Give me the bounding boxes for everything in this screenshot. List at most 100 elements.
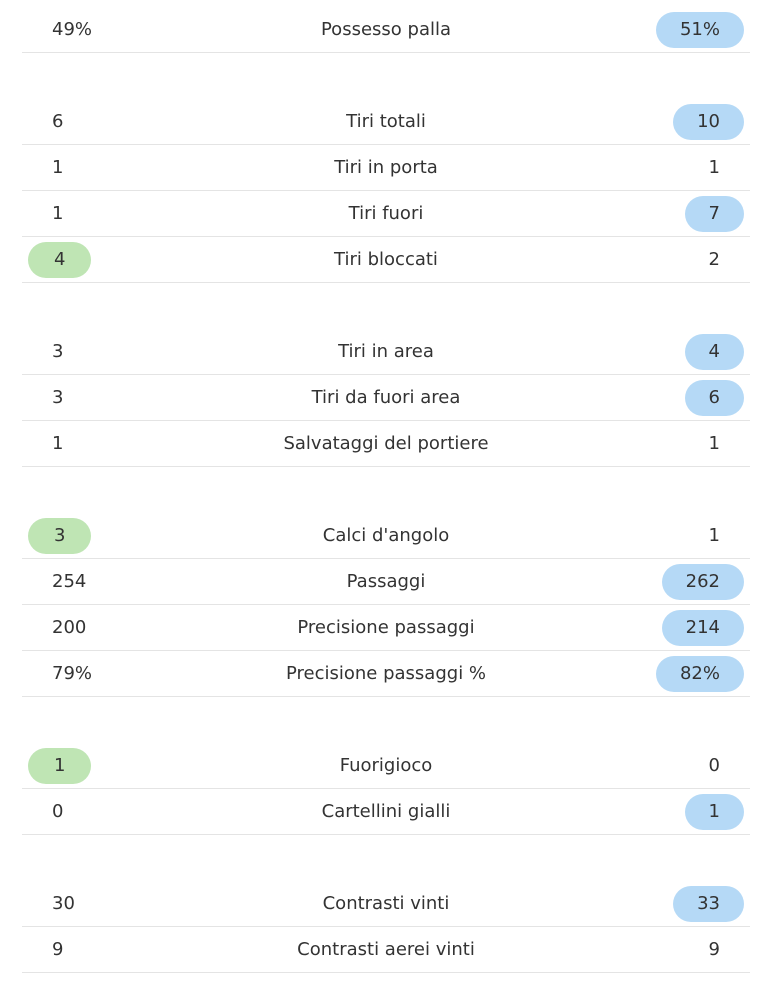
home-value-cell: 1: [52, 145, 63, 190]
away-value-cell: 33: [673, 881, 744, 926]
home-value: 254: [52, 571, 87, 592]
home-value: 3: [52, 387, 64, 408]
stat-row: 1 Fuorigioco 0: [22, 743, 750, 789]
home-value: 6: [52, 111, 64, 132]
home-value: 1: [52, 157, 64, 178]
stat-row: 9 Contrasti aerei vinti 9: [22, 927, 750, 973]
stat-row: 3 Calci d'angolo 1: [22, 513, 750, 559]
stat-label: Tiri totali: [346, 111, 426, 132]
stat-row: 79% Precisione passaggi % 82%: [22, 651, 750, 697]
away-value-cell: 51%: [655, 7, 744, 52]
home-value-cell: 9: [52, 927, 63, 972]
stat-row: 0 Cartellini gialli 1: [22, 789, 750, 835]
stat-label: Precisione passaggi %: [285, 663, 487, 684]
stat-row: 1 Tiri in porta 1: [22, 145, 750, 191]
away-value: 6: [684, 380, 744, 416]
stat-row: 49% Possesso palla 51%: [22, 7, 750, 53]
away-value: 51%: [655, 12, 744, 48]
away-value: 2: [708, 249, 720, 270]
away-value: 214: [661, 610, 744, 646]
group-gap: [0, 697, 767, 743]
stat-label: Precisione passaggi: [297, 617, 475, 638]
stat-label: Passaggi: [346, 571, 426, 592]
home-value-cell: 0: [52, 789, 63, 834]
away-value: 262: [661, 564, 744, 600]
home-value: 1: [52, 433, 64, 454]
stat-label: Tiri fuori: [348, 203, 424, 224]
away-value: 0: [708, 755, 720, 776]
away-value-cell: 7: [684, 191, 744, 236]
away-value-cell: 2: [709, 237, 720, 282]
away-value: 9: [708, 939, 720, 960]
away-value-cell: 214: [661, 605, 744, 650]
group-gap: [0, 53, 767, 99]
away-value-cell: 1: [709, 513, 720, 558]
home-value-cell: 3: [52, 329, 63, 374]
away-value-cell: 0: [709, 743, 720, 788]
home-value-cell: 4: [28, 237, 92, 282]
home-value-cell: 1: [52, 191, 63, 236]
away-value: 1: [684, 794, 744, 830]
stat-label: Salvataggi del portiere: [283, 433, 489, 454]
stat-row: 6 Tiri totali 10: [22, 99, 750, 145]
group-gap: [0, 835, 767, 881]
away-value-cell: 262: [661, 559, 744, 604]
home-value: 3: [52, 341, 64, 362]
home-value: 9: [52, 939, 64, 960]
home-value: 30: [52, 893, 75, 914]
home-value: 200: [52, 617, 87, 638]
stat-row: 3 Tiri in area 4: [22, 329, 750, 375]
stat-label: Tiri in area: [338, 341, 434, 362]
away-value: 10: [673, 104, 744, 140]
away-value-cell: 9: [709, 927, 720, 972]
away-value-cell: 6: [684, 375, 744, 420]
away-value-cell: 82%: [655, 651, 744, 696]
home-value: 4: [28, 242, 92, 278]
group-gap: [0, 467, 767, 513]
stat-label: Tiri bloccati: [334, 249, 438, 270]
stat-row: 200 Precisione passaggi 214: [22, 605, 750, 651]
away-value-cell: 1: [709, 145, 720, 190]
away-value: 1: [708, 433, 720, 454]
home-value-cell: 1: [52, 421, 63, 466]
home-value: 79%: [52, 663, 93, 684]
stat-row: 4 Tiri bloccati 2: [22, 237, 750, 283]
away-value-cell: 1: [684, 789, 744, 834]
away-value: 33: [673, 886, 744, 922]
stat-label: Contrasti aerei vinti: [297, 939, 475, 960]
home-value: 1: [52, 203, 64, 224]
stat-row: 254 Passaggi 262: [22, 559, 750, 605]
home-value-cell: 200: [52, 605, 86, 650]
away-value: 1: [708, 157, 720, 178]
stat-label: Possesso palla: [320, 19, 452, 40]
stat-label: Cartellini gialli: [321, 801, 451, 822]
stat-row: 1 Salvataggi del portiere 1: [22, 421, 750, 467]
stat-row: 1 Tiri fuori 7: [22, 191, 750, 237]
away-value: 4: [684, 334, 744, 370]
stat-label: Contrasti vinti: [322, 893, 450, 914]
away-value-cell: 1: [709, 421, 720, 466]
home-value-cell: 49%: [52, 7, 92, 52]
away-value: 7: [684, 196, 744, 232]
home-value-cell: 254: [52, 559, 86, 604]
home-value-cell: 6: [52, 99, 63, 144]
home-value: 3: [28, 518, 92, 554]
stat-row: 3 Tiri da fuori area 6: [22, 375, 750, 421]
away-value: 82%: [655, 656, 744, 692]
stat-label: Tiri da fuori area: [311, 387, 461, 408]
away-value-cell: 4: [684, 329, 744, 374]
stat-row: 30 Contrasti vinti 33: [22, 881, 750, 927]
home-value: 1: [28, 748, 92, 784]
home-value-cell: 79%: [52, 651, 92, 696]
home-value-cell: 1: [28, 743, 92, 788]
home-value-cell: 3: [52, 375, 63, 420]
stat-label: Fuorigioco: [339, 755, 433, 776]
away-value-cell: 10: [673, 99, 744, 144]
group-gap: [0, 283, 767, 329]
home-value: 49%: [52, 19, 93, 40]
stat-label: Calci d'angolo: [322, 525, 450, 546]
away-value: 1: [708, 525, 720, 546]
stat-label: Tiri in porta: [334, 157, 438, 178]
home-value-cell: 3: [28, 513, 92, 558]
